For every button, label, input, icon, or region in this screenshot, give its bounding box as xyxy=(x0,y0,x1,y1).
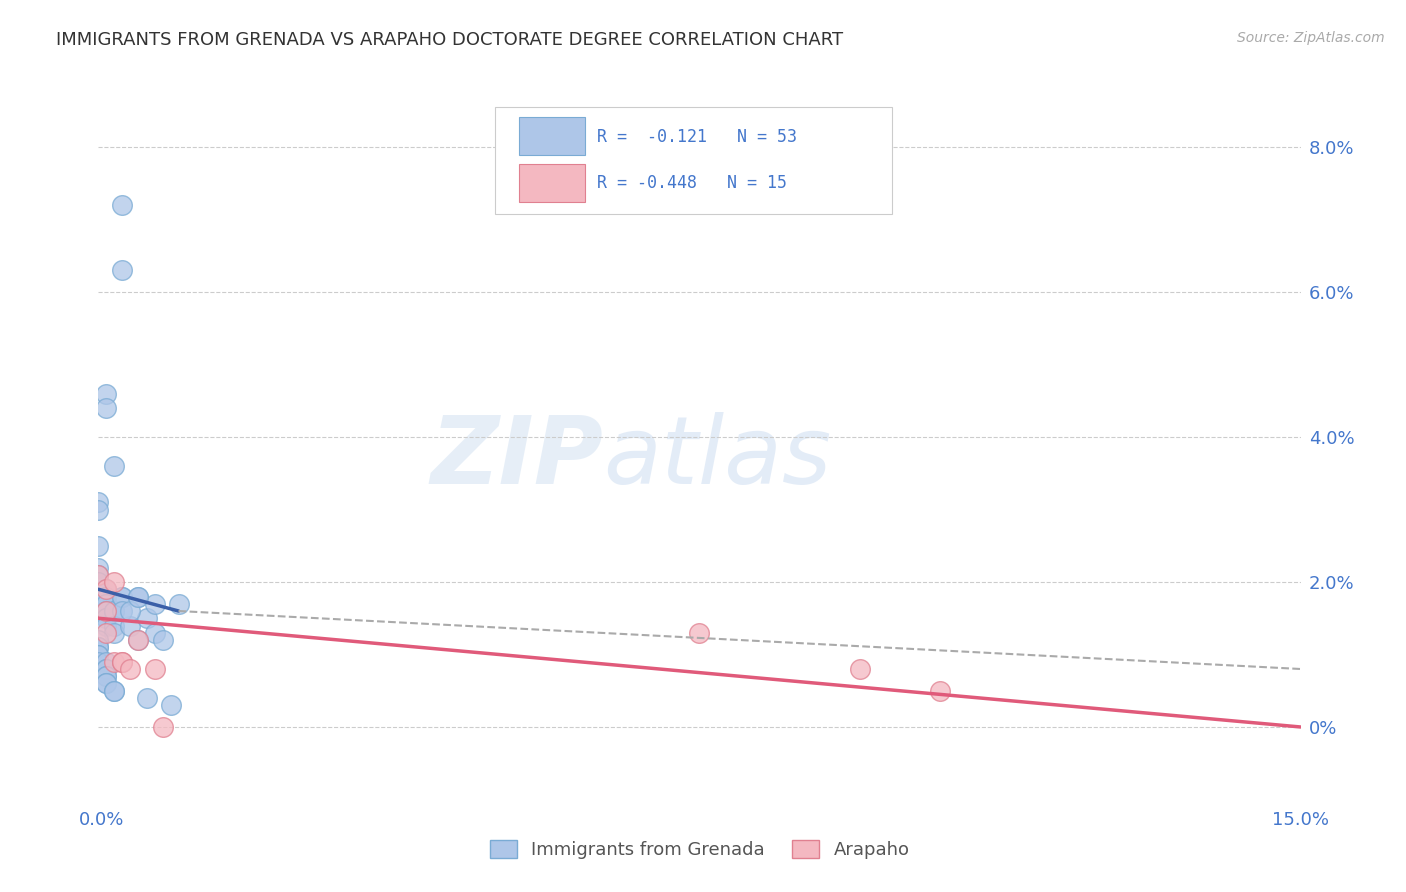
Point xyxy=(152,633,174,648)
Point xyxy=(111,263,134,277)
Text: atlas: atlas xyxy=(603,412,831,503)
Point xyxy=(103,683,125,698)
Point xyxy=(96,669,118,683)
Point xyxy=(135,690,157,705)
Text: ZIP: ZIP xyxy=(430,412,603,504)
Point xyxy=(128,590,150,604)
Point xyxy=(96,582,118,597)
Point xyxy=(96,662,118,676)
Point xyxy=(96,611,118,625)
Point xyxy=(849,662,872,676)
Point xyxy=(87,567,110,582)
Point xyxy=(120,618,142,632)
Text: IMMIGRANTS FROM GRENADA VS ARAPAHO DOCTORATE DEGREE CORRELATION CHART: IMMIGRANTS FROM GRENADA VS ARAPAHO DOCTO… xyxy=(56,31,844,49)
Point xyxy=(152,720,174,734)
Point xyxy=(111,590,134,604)
Text: R = -0.448   N = 15: R = -0.448 N = 15 xyxy=(598,174,787,192)
Point xyxy=(96,676,118,690)
Point xyxy=(87,567,110,582)
Point xyxy=(87,640,110,655)
Point xyxy=(96,662,118,676)
Bar xyxy=(519,163,585,202)
Point xyxy=(87,502,110,516)
Point xyxy=(103,604,125,618)
Point xyxy=(87,640,110,655)
Point xyxy=(689,625,711,640)
Point xyxy=(96,655,118,669)
Text: 0.0%: 0.0% xyxy=(79,811,124,829)
Point xyxy=(87,648,110,662)
Point xyxy=(167,597,190,611)
Point xyxy=(120,604,142,618)
Text: R =  -0.121   N = 53: R = -0.121 N = 53 xyxy=(598,128,797,145)
Point xyxy=(96,604,118,618)
Point xyxy=(96,618,118,632)
Point xyxy=(96,401,118,416)
Text: 15.0%: 15.0% xyxy=(1272,811,1329,829)
Point xyxy=(87,633,110,648)
Point xyxy=(103,458,125,473)
Point xyxy=(103,574,125,589)
Point xyxy=(87,655,110,669)
Point xyxy=(87,495,110,509)
Point xyxy=(87,560,110,574)
Point xyxy=(111,655,134,669)
Point xyxy=(96,669,118,683)
Point xyxy=(96,386,118,401)
Point xyxy=(143,625,166,640)
Point xyxy=(128,590,150,604)
Point xyxy=(120,662,142,676)
Point xyxy=(96,625,118,640)
Point xyxy=(103,683,125,698)
Point xyxy=(96,590,118,604)
Legend: Immigrants from Grenada, Arapaho: Immigrants from Grenada, Arapaho xyxy=(482,832,917,866)
Point xyxy=(96,611,118,625)
Point xyxy=(143,597,166,611)
Point xyxy=(103,655,125,669)
Point xyxy=(96,597,118,611)
Point xyxy=(159,698,181,713)
Point xyxy=(96,604,118,618)
Point xyxy=(96,590,118,604)
Point xyxy=(111,604,134,618)
Bar xyxy=(519,117,585,155)
Point xyxy=(87,648,110,662)
Text: Source: ZipAtlas.com: Source: ZipAtlas.com xyxy=(1237,31,1385,45)
Point xyxy=(111,198,134,212)
Point xyxy=(103,625,125,640)
Point xyxy=(96,676,118,690)
Point xyxy=(103,604,125,618)
Point xyxy=(96,582,118,597)
Point xyxy=(128,633,150,648)
Point xyxy=(135,611,157,625)
Point xyxy=(87,539,110,553)
Point xyxy=(87,574,110,589)
Point xyxy=(128,633,150,648)
Point xyxy=(143,662,166,676)
Point xyxy=(103,618,125,632)
Point xyxy=(929,683,952,698)
Point xyxy=(111,590,134,604)
Point xyxy=(96,597,118,611)
Point xyxy=(111,655,134,669)
